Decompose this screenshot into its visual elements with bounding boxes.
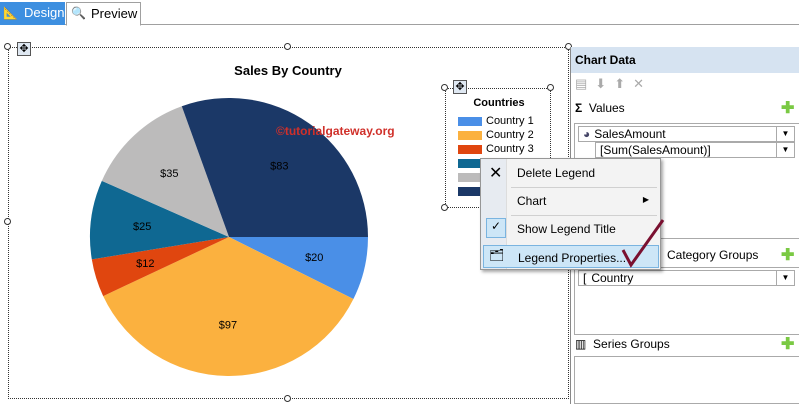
chevron-down-icon[interactable]: ▼ (776, 143, 794, 157)
resize-handle[interactable] (441, 84, 448, 91)
series-groups-header: ▥ Series Groups (575, 337, 670, 351)
preview-icon: 🔍 (71, 6, 86, 20)
legend-swatch (458, 158, 482, 168)
resize-handle[interactable] (547, 84, 554, 91)
pie-slice[interactable] (91, 237, 229, 297)
menu-item-label: Show Legend Title (517, 222, 616, 236)
values-label: Values (588, 101, 625, 115)
properties-icon: 🗂 (489, 248, 505, 262)
values-header: Σ Values (575, 101, 625, 115)
value-expr-dropdown[interactable]: [Sum(SalesAmount)] ▼ (595, 142, 795, 158)
resize-handle[interactable] (4, 218, 11, 225)
data-label: $83 (270, 160, 288, 172)
category-field-dropdown[interactable]: [ Country ▼ (578, 270, 795, 286)
legend-item: Country 3 (458, 143, 534, 155)
menu-item-delete-legend[interactable]: ✕ Delete Legend (483, 161, 659, 185)
add-series-icon[interactable]: ✚ (781, 336, 795, 353)
properties-icon[interactable]: ▤ (575, 76, 596, 91)
menu-separator (511, 187, 657, 188)
group-icon: [ (583, 271, 587, 285)
pie-slice[interactable] (90, 180, 230, 260)
legend-item (458, 185, 486, 197)
move-up-icon[interactable]: ⬆ (614, 76, 634, 91)
tab-preview-label: Preview (91, 6, 138, 21)
tab-design[interactable]: 📐 Design (0, 2, 65, 25)
panel-title: Chart Data (571, 47, 799, 73)
category-groups-box: [ Country ▼ (574, 267, 799, 335)
pie-slice[interactable] (229, 237, 368, 299)
legend-title: Countries (473, 97, 525, 109)
menu-separator (511, 215, 657, 216)
design-icon: 📐 (3, 6, 18, 20)
data-label: $35 (160, 168, 178, 180)
resize-handle[interactable] (284, 43, 291, 50)
legend-item (458, 157, 486, 169)
legend-item: Country 1 (458, 115, 534, 127)
pie-slice[interactable] (103, 237, 354, 377)
chevron-down-icon[interactable]: ▼ (776, 271, 794, 285)
legend-swatch (458, 116, 482, 126)
value-field-label: SalesAmount (594, 127, 666, 141)
menu-item-chart[interactable]: Chart ▶ (483, 189, 659, 213)
resize-handle[interactable] (4, 43, 11, 50)
value-field-dropdown[interactable]: ◕ SalesAmount ▼ (578, 126, 795, 142)
menu-item-legend-properties[interactable]: 🗂 Legend Properties... (483, 245, 659, 268)
move-icon[interactable]: ✥ (453, 80, 467, 94)
tab-bar: 📐 Design 🔍 Preview (0, 0, 799, 26)
resize-handle[interactable] (441, 204, 448, 211)
legend[interactable]: Countries Country 1 Country 2 Country 3 (445, 88, 551, 208)
menu-item-label: Legend Properties... (518, 251, 627, 265)
checkmark-icon: ✓ (486, 218, 506, 238)
category-groups-header: Category Groups (667, 248, 758, 262)
legend-swatch (458, 144, 482, 154)
series-groups-label: Series Groups (593, 337, 670, 351)
legend-label: Country 2 (486, 129, 534, 141)
menu-item-label: Chart (517, 194, 547, 208)
move-down-icon[interactable]: ⬇ (595, 76, 615, 91)
menu-item-label: Delete Legend (517, 166, 596, 180)
watermark: ©tutorialgateway.org (276, 124, 395, 138)
legend-swatch (458, 186, 482, 196)
context-menu: ✕ Delete Legend Chart ▶ ✓ Show Legend Title… (480, 158, 661, 270)
grid-icon: ▥ (575, 337, 587, 351)
series-groups-box (574, 356, 799, 404)
field-icon: ◕ (583, 127, 591, 141)
pie-slice[interactable] (181, 97, 368, 237)
resize-handle[interactable] (284, 395, 291, 402)
tab-design-label: Design (24, 5, 65, 20)
delete-icon[interactable]: ✕ (633, 76, 653, 91)
legend-label: Country 1 (486, 115, 534, 127)
category-field-label: Country (591, 271, 634, 285)
data-label: $97 (219, 320, 237, 332)
pie-slice[interactable] (101, 106, 229, 237)
annotation-checkmark (621, 219, 665, 268)
category-groups-label: Category Groups (667, 248, 759, 262)
close-icon: ✕ (489, 165, 503, 182)
data-label: $12 (136, 258, 154, 270)
data-label: $20 (305, 252, 323, 264)
legend-item: Country 2 (458, 129, 534, 141)
data-label: $25 (133, 221, 151, 233)
legend-item (458, 171, 486, 183)
chevron-right-icon: ▶ (642, 195, 649, 204)
legend-label: Country 3 (486, 143, 534, 155)
legend-swatch (458, 172, 482, 182)
add-value-icon[interactable]: ✚ (781, 100, 795, 117)
legend-swatch (458, 130, 482, 140)
resize-handle[interactable] (565, 43, 572, 50)
chevron-down-icon[interactable]: ▼ (776, 127, 794, 141)
menu-item-show-legend-title[interactable]: ✓ Show Legend Title (483, 217, 659, 241)
add-category-icon[interactable]: ✚ (781, 247, 795, 264)
chart-title[interactable]: Sales By Country (234, 63, 342, 78)
tab-preview[interactable]: 🔍 Preview (66, 2, 141, 26)
move-icon[interactable]: ✥ (17, 42, 31, 56)
panel-toolbar: ▤⬇⬆✕ (575, 76, 652, 92)
chart-data-panel: Chart Data ▤⬇⬆✕ Σ Values ✚ ◕ SalesAmount ▼… (570, 47, 799, 404)
pie-chart[interactable]: $20 $97 $12 $25 $35 $83 (0, 0, 570, 404)
sigma-icon: Σ (575, 101, 583, 115)
value-expr-label: [Sum(SalesAmount)] (600, 143, 711, 157)
